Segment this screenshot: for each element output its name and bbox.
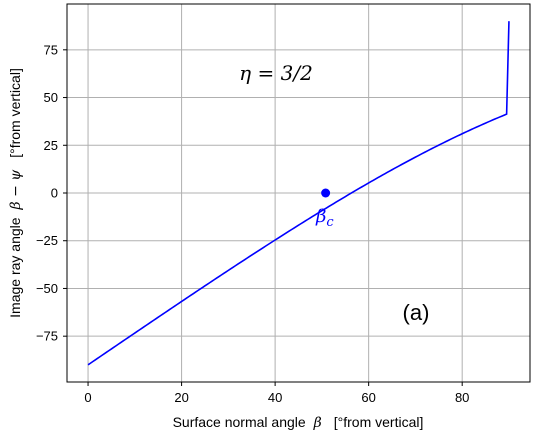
x-axis-label-text: Surface normal angle — [173, 414, 306, 430]
y-axis-label-unit: [°from vertical] — [7, 68, 23, 158]
x-axis-label-unit: [°from vertical] — [334, 414, 424, 430]
y-axis-label-symbol: β − ψ — [8, 169, 24, 211]
y-tick-label: 50 — [44, 90, 58, 105]
y-tick-label: −75 — [36, 329, 58, 344]
critical-angle-symbol: β — [315, 206, 326, 227]
x-tick-label: 60 — [361, 390, 375, 405]
plot-series — [87, 21, 510, 366]
eta-annotation: η = 3/2 — [239, 61, 313, 85]
y-axis-label-text: Image ray angle — [7, 217, 23, 318]
x-tick-label: 40 — [268, 390, 282, 405]
y-tick-label: −50 — [36, 281, 58, 296]
x-axis-label-symbol: β — [313, 415, 322, 431]
x-tick-label: 20 — [174, 390, 188, 405]
critical-angle-subscript: c — [326, 215, 334, 230]
y-axis-label: Image ray angle β − ψ [°from vertical] — [7, 68, 24, 318]
y-tick-label: 75 — [44, 42, 58, 57]
y-tick-label: 0 — [51, 186, 58, 201]
x-tick-label: 0 — [84, 390, 91, 405]
y-tick-label: 25 — [44, 138, 58, 153]
critical-point-marker — [321, 188, 331, 198]
panel-label: (a) — [403, 300, 430, 325]
grid-lines — [67, 4, 530, 382]
x-axis-label: Surface normal angle β [°from vertical] — [173, 414, 424, 431]
axis-ticks: 0 20 40 60 80 −75 −50 −25 0 25 50 75 — [36, 42, 469, 405]
series-line — [87, 21, 510, 366]
y-tick-label: −25 — [36, 233, 58, 248]
critical-angle-label: βc — [315, 206, 334, 230]
x-tick-label: 80 — [455, 390, 469, 405]
